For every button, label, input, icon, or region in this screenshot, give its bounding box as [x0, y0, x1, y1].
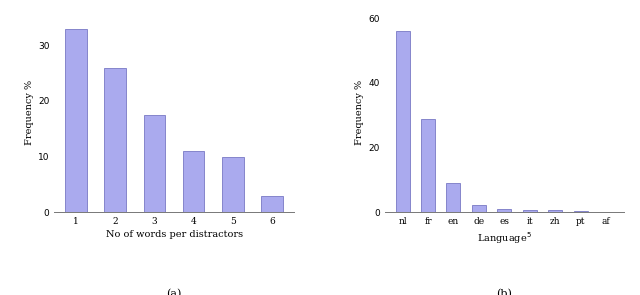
X-axis label: Language$^5$: Language$^5$: [477, 230, 532, 246]
Bar: [523, 210, 537, 212]
Bar: [472, 205, 486, 212]
Y-axis label: Frequency %: Frequency %: [355, 80, 364, 145]
Text: (b): (b): [497, 289, 512, 295]
Bar: [144, 115, 165, 212]
Text: (a): (a): [166, 289, 182, 295]
Bar: [222, 157, 244, 212]
Bar: [261, 196, 283, 212]
Bar: [104, 68, 126, 212]
Bar: [447, 183, 460, 212]
Bar: [65, 29, 87, 212]
Bar: [573, 211, 588, 212]
Y-axis label: Frequency %: Frequency %: [25, 80, 34, 145]
Bar: [421, 119, 435, 212]
Bar: [497, 209, 511, 212]
Bar: [396, 31, 410, 212]
X-axis label: No of words per distractors: No of words per distractors: [106, 230, 243, 240]
Bar: [548, 210, 562, 212]
Bar: [183, 151, 204, 212]
